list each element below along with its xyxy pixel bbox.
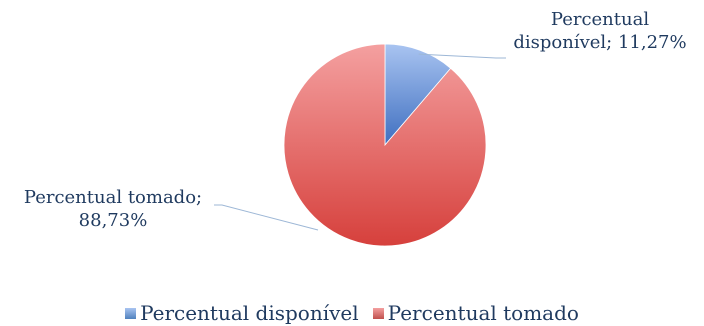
pie-slice-percentual-disponivel	[384, 43, 452, 147]
legend-item-percentual-tomado: Percentual tomado	[372, 301, 579, 325]
legend-swatch	[125, 307, 137, 319]
legend-item-percentual-disponivel: Percentual disponível	[125, 302, 359, 324]
chart-legend: Percentual disponível Percentual tomado	[0, 301, 704, 325]
data-label-line: 88,73%	[78, 210, 148, 231]
leader-line	[418, 53, 506, 59]
legend-swatch	[372, 307, 384, 319]
data-label-line: disponível; 11,27%	[513, 32, 687, 53]
leader-line	[214, 204, 319, 231]
legend-label: Percentual disponível	[140, 301, 359, 325]
legend-label: Percentual tomado	[387, 301, 579, 325]
pie-slice-percentual-tomado	[283, 43, 487, 247]
data-label-line: Percentual	[550, 9, 650, 30]
data-label-line: Percentual tomado;	[23, 187, 203, 208]
data-label-percentual-disponivel: Percentual disponível; 11,27%	[500, 8, 700, 54]
data-label-percentual-tomado: Percentual tomado; 88,73%	[2, 186, 224, 232]
